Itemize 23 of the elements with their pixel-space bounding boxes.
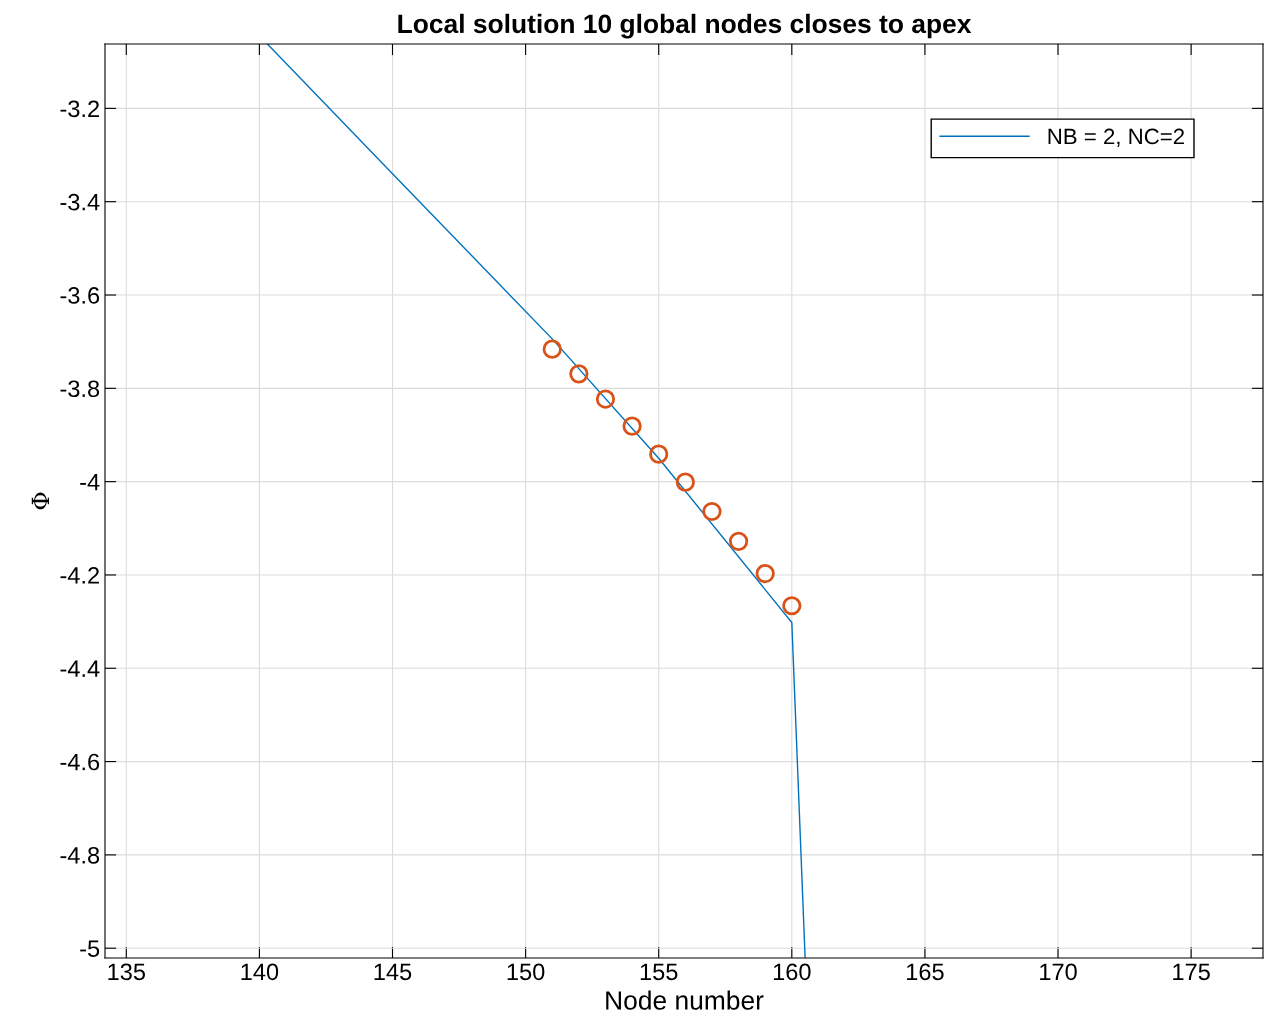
y-axis-title: Φ: [31, 492, 49, 510]
x-tick-label: 145: [374, 963, 412, 981]
x-tick-label: 165: [907, 963, 944, 981]
y-tick-label: -3.4: [60, 193, 100, 211]
x-tick-label: 170: [1040, 963, 1077, 981]
y-tick-label: -3.6: [60, 287, 100, 304]
x-axis-title: Node number: [606, 990, 764, 1010]
x-tick-label: 175: [1173, 963, 1210, 981]
y-tick-label: -4.4: [60, 660, 100, 677]
x-tick-label: 150: [507, 963, 545, 981]
x-tick-label: 140: [241, 963, 279, 981]
y-tick-label: -3.2: [60, 100, 99, 118]
y-tick-label: -3.8: [60, 380, 100, 398]
chart-title: Local solution 10 global nodes closes to apex: [398, 13, 972, 39]
y-tick-label: -4.6: [60, 753, 100, 771]
legend-label: NB = 2, NC=2: [1048, 128, 1184, 147]
y-tick-label: -5: [80, 940, 100, 957]
x-tick-label: 155: [640, 963, 678, 981]
x-tick-label: 135: [108, 963, 146, 981]
y-tick-label: -4: [80, 473, 100, 491]
x-tick-label: 160: [773, 963, 811, 981]
y-tick-label: -4.2: [60, 567, 99, 584]
y-tick-label: -4.8: [60, 846, 100, 864]
